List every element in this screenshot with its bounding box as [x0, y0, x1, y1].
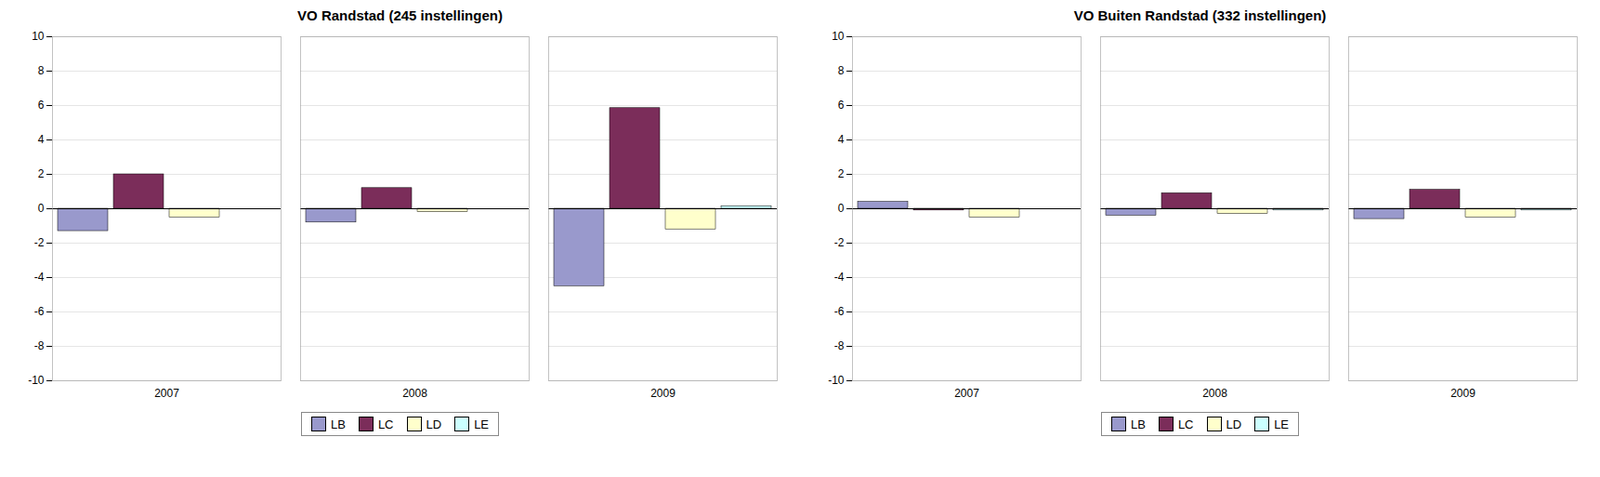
svg-text:2008: 2008 [402, 386, 428, 400]
svg-text:-2: -2 [833, 236, 844, 250]
svg-text:0: 0 [37, 201, 44, 215]
svg-text:6: 6 [837, 98, 844, 112]
svg-text:-8: -8 [33, 339, 44, 353]
svg-text:-2: -2 [33, 236, 44, 250]
html-text:VO Randstad (245 instellingen): VO Randstad (245 instellingen) [297, 7, 503, 24]
svg-text:-4: -4 [833, 270, 844, 284]
svg-text:6: 6 [37, 98, 44, 112]
svg-text:2009: 2009 [1450, 386, 1476, 400]
svg-text:8: 8 [837, 64, 844, 78]
svg-text:2009: 2009 [650, 386, 676, 400]
html-text:LE: LE [1273, 416, 1289, 431]
html-text:LE: LE [473, 416, 489, 431]
svg-text:8: 8 [37, 64, 44, 78]
svg-text:4: 4 [37, 132, 44, 146]
html-text:VO Buiten Randstad (332 instel: VO Buiten Randstad (332 instellingen) [1073, 7, 1327, 24]
svg-text:2008: 2008 [1202, 386, 1228, 400]
svg-text:-6: -6 [833, 304, 844, 318]
html-text:LB: LB [330, 416, 346, 431]
html-text:LD: LD [426, 416, 442, 431]
svg-text:2007: 2007 [154, 386, 180, 400]
svg-text:2007: 2007 [954, 386, 980, 400]
svg-text:-8: -8 [833, 339, 844, 353]
html-text:LC: LC [378, 416, 394, 431]
svg-text:10: 10 [31, 29, 45, 43]
svg-text:-4: -4 [33, 270, 44, 284]
html-text:LB: LB [1130, 416, 1146, 431]
svg-text:0: 0 [837, 201, 844, 215]
svg-text:10: 10 [831, 29, 845, 43]
svg-text:-6: -6 [33, 304, 44, 318]
svg-text:4: 4 [837, 132, 844, 146]
html-text:LC: LC [1178, 416, 1194, 431]
svg-text:2: 2 [837, 167, 844, 181]
html-text:LD: LD [1226, 416, 1242, 431]
svg-text:-10: -10 [27, 373, 45, 387]
svg-text:-10: -10 [827, 373, 845, 387]
svg-text:2: 2 [37, 167, 44, 181]
